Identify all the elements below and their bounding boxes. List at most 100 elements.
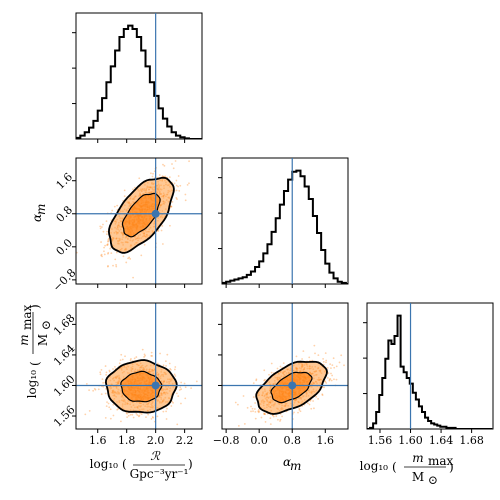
sample-point bbox=[166, 407, 168, 410]
sample-point bbox=[180, 388, 183, 391]
sample-point bbox=[237, 424, 240, 427]
sample-point bbox=[315, 395, 318, 398]
sample-point bbox=[295, 355, 298, 358]
sample-point bbox=[250, 405, 252, 408]
sample-point bbox=[324, 352, 327, 355]
sample-point bbox=[100, 253, 103, 256]
sample-point bbox=[251, 407, 254, 410]
sample-point bbox=[103, 246, 105, 249]
sample-point bbox=[331, 364, 334, 367]
sample-point bbox=[103, 250, 105, 253]
svg-text:max: max bbox=[428, 454, 454, 468]
sample-point bbox=[162, 364, 165, 367]
sample-point bbox=[170, 369, 172, 371]
svg-text:m: m bbox=[290, 459, 301, 473]
sample-point bbox=[234, 401, 237, 404]
sample-point bbox=[308, 403, 311, 406]
sample-point bbox=[107, 251, 110, 254]
truth-point bbox=[151, 381, 160, 390]
sample-point bbox=[120, 353, 123, 356]
sample-point bbox=[279, 420, 281, 422]
sample-point bbox=[326, 377, 329, 379]
x-tick-label: 1.6 bbox=[317, 434, 335, 447]
sample-point bbox=[156, 415, 159, 418]
sample-point bbox=[99, 373, 102, 376]
sample-point bbox=[272, 415, 275, 418]
sample-point bbox=[242, 395, 245, 397]
sample-point bbox=[111, 209, 114, 212]
sample-point bbox=[279, 365, 282, 368]
sample-point bbox=[85, 382, 88, 385]
panel-frame bbox=[221, 157, 349, 285]
sample-point bbox=[150, 355, 153, 357]
sample-point bbox=[184, 386, 187, 389]
sample-point bbox=[236, 403, 239, 406]
sample-point bbox=[106, 401, 108, 404]
sample-point bbox=[328, 378, 331, 381]
sample-point bbox=[119, 359, 122, 362]
sample-point bbox=[254, 417, 257, 420]
sample-point bbox=[108, 406, 111, 409]
sample-point bbox=[124, 355, 126, 358]
sample-point bbox=[254, 410, 257, 413]
histogram-alpha bbox=[222, 169, 348, 284]
sample-point bbox=[263, 413, 265, 415]
sample-point bbox=[335, 365, 338, 368]
sample-point bbox=[322, 360, 325, 363]
sample-point bbox=[115, 265, 118, 268]
sample-point bbox=[184, 193, 187, 196]
sample-point bbox=[309, 399, 312, 402]
sample-point bbox=[188, 182, 190, 185]
sample-point bbox=[139, 412, 142, 415]
sample-point bbox=[178, 389, 181, 391]
sample-point bbox=[106, 230, 108, 233]
svg-text:(: ( bbox=[392, 460, 397, 474]
sample-point bbox=[129, 359, 132, 361]
sample-point bbox=[100, 393, 103, 396]
sample-point bbox=[314, 352, 316, 355]
sample-point bbox=[157, 230, 160, 232]
sample-point bbox=[270, 362, 273, 365]
sample-point bbox=[164, 175, 167, 178]
sample-point bbox=[271, 414, 274, 417]
sample-point bbox=[158, 174, 161, 176]
svg-text:m: m bbox=[412, 451, 423, 465]
sample-point bbox=[123, 189, 126, 192]
sample-point bbox=[113, 205, 116, 208]
xlabel-logR: log₁₀ ( ℛ Gpc⁻³yr⁻¹ ) bbox=[90, 449, 193, 481]
sample-point bbox=[132, 188, 134, 191]
xlabel-logm: log₁₀ ( m max M ⊙ ) bbox=[360, 451, 454, 487]
svg-text:m: m bbox=[34, 204, 48, 215]
sample-point bbox=[250, 410, 252, 413]
sample-point bbox=[325, 361, 327, 364]
sample-point bbox=[130, 357, 132, 360]
sample-point bbox=[179, 184, 182, 187]
sample-point bbox=[109, 408, 112, 411]
sample-point bbox=[167, 144, 169, 146]
sample-point bbox=[313, 407, 315, 410]
sample-point bbox=[120, 420, 122, 423]
y-tick-label: 0.0 bbox=[54, 236, 76, 258]
sample-point bbox=[330, 379, 333, 382]
sample-point bbox=[118, 362, 121, 365]
sample-point bbox=[257, 410, 260, 413]
sample-point bbox=[143, 353, 146, 356]
sample-point bbox=[143, 356, 145, 358]
sample-point bbox=[161, 225, 164, 227]
sample-point bbox=[175, 189, 178, 192]
sample-point bbox=[102, 381, 105, 384]
sample-point bbox=[168, 362, 171, 365]
sample-point bbox=[99, 371, 102, 374]
sample-point bbox=[117, 407, 120, 410]
sample-point bbox=[246, 406, 249, 409]
sample-point bbox=[115, 263, 117, 266]
svg-text:log₁₀: log₁₀ bbox=[360, 459, 389, 473]
sample-point bbox=[264, 378, 266, 381]
sample-point bbox=[353, 338, 355, 340]
sample-point bbox=[268, 373, 270, 376]
sample-point bbox=[174, 375, 177, 377]
panel-frame bbox=[75, 12, 203, 140]
sample-point bbox=[131, 413, 134, 416]
sample-point bbox=[107, 264, 109, 267]
sample-point bbox=[88, 389, 91, 392]
